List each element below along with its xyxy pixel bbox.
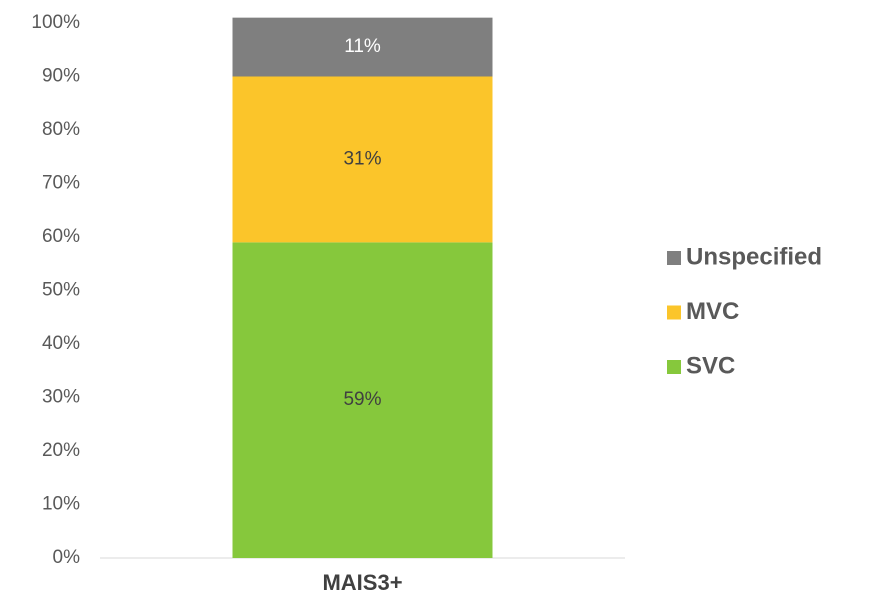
y-tick-label: 60% xyxy=(42,226,80,247)
legend-label: SVC xyxy=(686,352,735,379)
legend-swatch xyxy=(667,305,681,320)
data-label: 11% xyxy=(344,36,381,57)
y-tick-label: 100% xyxy=(31,12,80,33)
legend-label: MVC xyxy=(686,298,739,325)
y-tick-label: 10% xyxy=(42,494,80,515)
legend-swatch xyxy=(667,360,681,374)
y-tick-label: 40% xyxy=(42,333,80,354)
y-tick-label: 50% xyxy=(42,280,80,301)
y-tick-label: 80% xyxy=(42,119,80,140)
bar-segment xyxy=(232,242,493,558)
y-tick-label: 90% xyxy=(42,66,80,87)
data-label: 59% xyxy=(343,389,381,410)
y-tick-label: 0% xyxy=(53,547,81,568)
bar-segment xyxy=(232,76,493,243)
y-tick-label: 20% xyxy=(42,440,80,461)
legend-swatch xyxy=(667,251,681,265)
data-label: 31% xyxy=(343,148,381,169)
y-tick-label: 70% xyxy=(42,173,80,194)
x-tick-label: MAIS3+ xyxy=(322,570,402,595)
bar-segment xyxy=(232,17,493,77)
y-tick-label: 30% xyxy=(42,387,80,408)
legend-label: Unspecified xyxy=(686,243,822,270)
